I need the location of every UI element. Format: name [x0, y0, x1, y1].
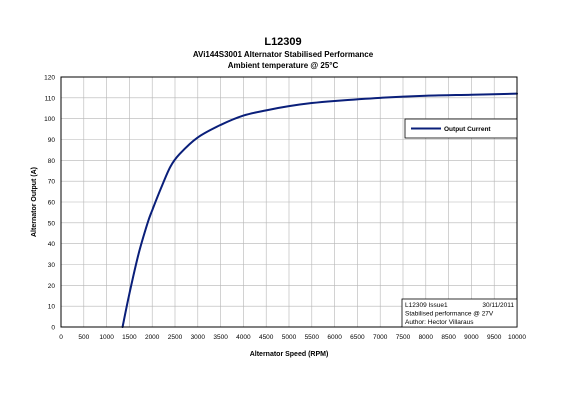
x-axis-label: Alternator Speed (RPM) — [250, 351, 329, 358]
annotation-date: 30/11/2011 — [482, 302, 514, 309]
x-tick-label: 500 — [78, 334, 89, 341]
x-tick-label: 7000 — [373, 334, 388, 341]
y-tick-label: 80 — [48, 158, 56, 165]
y-tick-label: 90 — [48, 137, 56, 144]
x-tick-label: 2000 — [145, 334, 160, 341]
x-tick-label: 6500 — [350, 334, 365, 341]
x-tick-label: 8500 — [441, 334, 456, 341]
y-axis-label: Alternator Output (A) — [31, 167, 38, 237]
y-tick-label: 120 — [44, 75, 55, 82]
legend-box — [404, 118, 518, 139]
x-tick-label: 2500 — [168, 334, 183, 341]
y-tick-label: 100 — [44, 116, 55, 123]
legend: Output Current — [404, 118, 518, 139]
annotation-box: L12309 Issue1 30/11/2011 Stabilised perf… — [401, 298, 518, 328]
plot-frame — [60, 76, 518, 328]
x-tick-label: 4500 — [259, 334, 274, 341]
x-tick-label: 3000 — [191, 334, 206, 341]
x-tick-label: 1500 — [122, 334, 137, 341]
x-tick-label: 0 — [59, 334, 63, 341]
legend-label-output-current: Output Current — [444, 126, 491, 133]
y-tick-label: 20 — [48, 283, 56, 290]
tick-labels: 0 500 1000 1500 2000 2500 3000 3500 4000 4500 5000… — [44, 75, 526, 342]
x-tick-label: 6000 — [327, 334, 342, 341]
chart-title: L12309 — [264, 36, 302, 48]
x-tick-label: 1000 — [99, 334, 114, 341]
y-tick-label: 60 — [48, 200, 56, 207]
y-tick-label: 30 — [48, 262, 56, 269]
annotation-author: Author: Hector Villaraus — [405, 319, 474, 326]
annotation-frame — [401, 298, 518, 328]
annotation-performance: Stabilised performance @ 27V — [405, 311, 494, 318]
y-tick-label: 70 — [48, 179, 56, 186]
x-tick-label: 4000 — [236, 334, 251, 341]
x-tick-label: 5000 — [282, 334, 297, 341]
y-tick-label: 110 — [45, 95, 56, 102]
x-tick-label: 8000 — [419, 334, 434, 341]
annotation-issue: L12309 Issue1 — [405, 302, 448, 309]
y-tick-label: 50 — [48, 220, 56, 227]
x-tick-label: 9000 — [464, 334, 479, 341]
x-tick-label: 10000 — [508, 334, 526, 341]
y-tick-label: 10 — [48, 304, 56, 311]
y-tick-label: 40 — [48, 241, 56, 248]
series-line-output-current — [121, 92, 518, 328]
chart-subtitle-ambient: Ambient temperature @ 25°C — [227, 61, 339, 70]
x-tick-label: 9500 — [487, 334, 502, 341]
chart-subtitle: AVi144S3001 Alternator Stabilised Perfor… — [192, 50, 374, 59]
y-tick-label: 0 — [51, 325, 55, 332]
x-tick-label: 5500 — [305, 334, 320, 341]
x-tick-label: 3500 — [213, 334, 228, 341]
x-tick-label: 7500 — [396, 334, 411, 341]
